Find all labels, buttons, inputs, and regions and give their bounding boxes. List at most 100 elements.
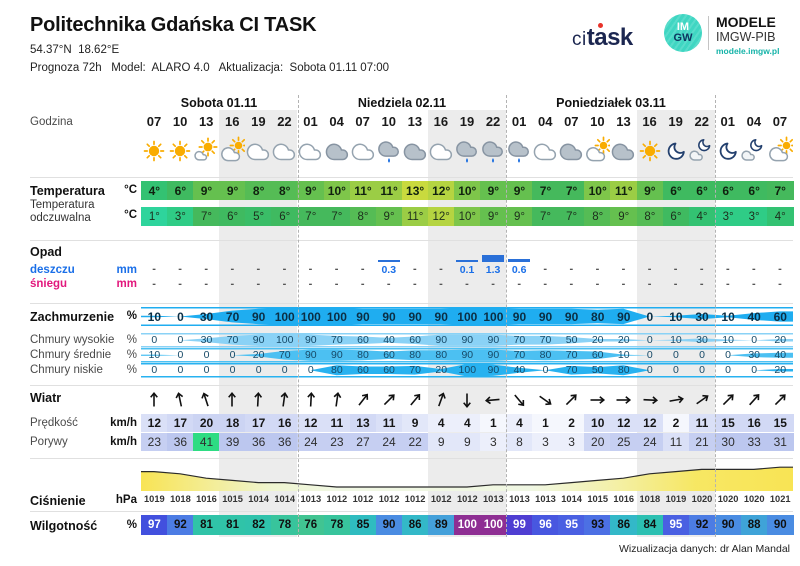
cloud-low-cell: 0 <box>229 364 236 377</box>
temperature-cell: 9° <box>219 181 246 200</box>
humidity-cell: 86 <box>610 515 638 535</box>
temperature-cell: 11° <box>375 181 403 200</box>
day-divider <box>506 95 508 537</box>
wind-direction-arrow <box>741 389 767 411</box>
wind-speed-cell: 13 <box>349 414 377 432</box>
feels-like-cell: 3° <box>714 207 742 226</box>
humidity-cell: 76 <box>297 515 325 535</box>
temperature-cell: 10° <box>453 181 481 200</box>
cloud-total-cell: 30 <box>199 309 214 324</box>
rain-dash: - <box>673 262 678 275</box>
rain-value: 0.3 <box>381 263 397 276</box>
cloud-total-cell: 0 <box>646 309 654 324</box>
rain-value: 1.3 <box>485 263 501 276</box>
feels-like-cell: 6° <box>271 207 299 226</box>
feels-like-cell: 8° <box>349 207 377 226</box>
humidity-cell: 92 <box>167 515 194 535</box>
hour-label: 07 <box>355 113 370 129</box>
feels-like-cell: 6° <box>219 207 246 226</box>
wind-speed-cell: 4 <box>506 414 533 432</box>
snow-dash: - <box>386 277 391 290</box>
pressure-cell: 1016 <box>613 494 635 504</box>
hour-label: 01 <box>720 113 736 129</box>
cloud-low-cell: 80 <box>331 364 343 377</box>
temperature-cell: 8° <box>245 181 272 200</box>
feels-like-cell: 10° <box>453 207 481 226</box>
humidity-cell: 90 <box>375 515 403 535</box>
row-label-rain: deszczu <box>30 264 75 276</box>
cloud-high-cell: 50 <box>565 334 578 347</box>
hour-label: 22 <box>277 113 292 129</box>
cloud-mid-cell: 0 <box>229 349 236 362</box>
cloud-mid-cell: 90 <box>331 349 343 362</box>
wind-direction-arrow <box>297 389 323 411</box>
feels-like-cell: 9° <box>480 207 507 226</box>
wind-speed-cell: 11 <box>688 414 716 432</box>
wind-direction-arrow <box>324 389 350 411</box>
snow-dash: - <box>439 277 443 290</box>
feels-like-cell: 6° <box>662 207 690 226</box>
rain-dash: - <box>725 262 730 275</box>
weather-icon-sun <box>167 136 193 166</box>
weather-icon-rain <box>480 136 506 166</box>
cloud-total-cell: 90 <box>382 309 396 324</box>
wind-speed-cell: 12 <box>636 414 664 432</box>
feels-like-cell: 7° <box>297 207 325 226</box>
cloud-mid-cell: 60 <box>383 349 395 362</box>
humidity-cell: 99 <box>506 515 533 535</box>
wind-direction-arrow <box>141 389 167 411</box>
wind-gust-cell: 23 <box>323 433 351 451</box>
feels-like-cell: 9° <box>375 207 403 226</box>
cloud-mid-cell: 0 <box>673 349 679 362</box>
unit-wind-gust: km/h <box>110 436 137 448</box>
hour-label: 01 <box>511 113 527 129</box>
snow-dash: - <box>699 277 704 290</box>
cloud-total-cell: 40 <box>747 309 761 324</box>
cloud-high-cell: 10 <box>722 334 734 347</box>
rain-dash: - <box>778 262 782 275</box>
row-label-wind-speed: Prędkość <box>30 417 78 429</box>
rain-bar <box>482 255 505 262</box>
cloud-mid-cell: 70 <box>513 349 526 362</box>
wind-direction-arrow <box>506 389 532 411</box>
separator-line <box>30 177 793 178</box>
cloud-high-cell: 70 <box>513 334 526 347</box>
wind-gust-cell: 3 <box>480 433 507 451</box>
rain-bar <box>455 260 479 262</box>
snow-dash: - <box>204 277 209 290</box>
feels-like-cell: 11° <box>401 207 429 226</box>
snow-dash: - <box>413 277 417 290</box>
weather-icon-cloud-gray <box>558 136 584 166</box>
wind-direction-arrow <box>454 389 480 411</box>
cloud-total-cell: 100 <box>483 309 504 324</box>
unit-feels-like: °C <box>124 209 137 221</box>
wind-gust-cell: 33 <box>740 433 768 451</box>
row-label-hour: Godzina <box>30 116 73 128</box>
citask-logo-dot-icon <box>598 23 603 28</box>
wind-direction-arrow <box>584 389 610 411</box>
temperature-cell: 9° <box>506 181 533 200</box>
temperature-cell: 6° <box>662 181 690 200</box>
temperature-cell: 6° <box>740 181 768 200</box>
cloud-total-cell: 10 <box>721 309 735 324</box>
cloud-total-cell: 100 <box>326 309 347 324</box>
day-header-monday: Poniedziałek 03.11 <box>556 96 666 110</box>
cloud-total-cell: 100 <box>300 309 321 324</box>
unit-cloud-mid: % <box>126 349 137 361</box>
day-divider <box>297 95 299 537</box>
rain-dash: - <box>699 262 704 275</box>
cloud-low-cell: 0 <box>255 364 262 377</box>
feels-like-cell: 1° <box>141 207 168 226</box>
rain-dash: - <box>178 262 182 275</box>
wind-gust-cell: 39 <box>219 433 246 451</box>
wind-direction-arrow <box>193 389 219 411</box>
pressure-cell: 1012 <box>430 494 452 504</box>
weather-icon-cloud-white <box>245 136 271 166</box>
unit-pressure: hPa <box>115 494 137 506</box>
wind-direction-arrow <box>610 389 636 411</box>
rain-bar <box>508 259 531 262</box>
temperature-cell: 11° <box>349 181 377 200</box>
wind-speed-cell: 20 <box>193 414 220 432</box>
unit-wind-speed: km/h <box>110 417 137 429</box>
wind-speed-cell: 10 <box>584 414 612 432</box>
